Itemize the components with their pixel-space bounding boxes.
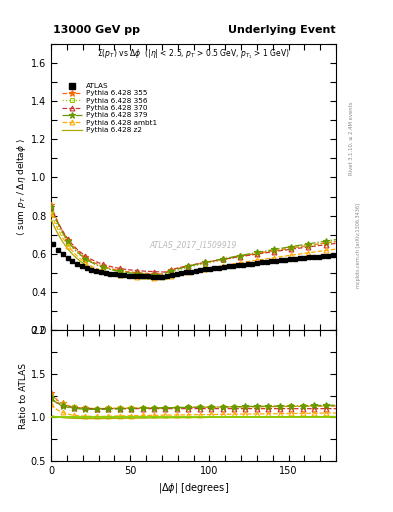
Text: ATLAS_2017_I1509919: ATLAS_2017_I1509919 <box>150 240 237 249</box>
Text: Rivet 3.1.10, ≥ 2.4M events: Rivet 3.1.10, ≥ 2.4M events <box>349 101 354 175</box>
Legend: ATLAS, Pythia 6.428 355, Pythia 6.428 356, Pythia 6.428 370, Pythia 6.428 379, P: ATLAS, Pythia 6.428 355, Pythia 6.428 35… <box>59 80 160 136</box>
Y-axis label: Ratio to ATLAS: Ratio to ATLAS <box>19 362 28 429</box>
X-axis label: $|\Delta \phi|$ [degrees]: $|\Delta \phi|$ [degrees] <box>158 481 229 495</box>
Y-axis label: $\langle$ sum $p_T$ / $\Delta\eta$ delta$\phi$ $\rangle$: $\langle$ sum $p_T$ / $\Delta\eta$ delta… <box>15 138 28 236</box>
Text: mcplots.cern.ch [arXiv:1306.3436]: mcplots.cern.ch [arXiv:1306.3436] <box>356 203 361 288</box>
Text: 13000 GeV pp: 13000 GeV pp <box>53 25 140 35</box>
Text: Underlying Event: Underlying Event <box>228 25 336 35</box>
Text: $\Sigma(p_T)$ vs $\Delta\phi$  ($|\eta|$ < 2.5, $p_T$ > 0.5 GeV, $p_{T_1}$ > 1 G: $\Sigma(p_T)$ vs $\Delta\phi$ ($|\eta|$ … <box>97 48 290 61</box>
